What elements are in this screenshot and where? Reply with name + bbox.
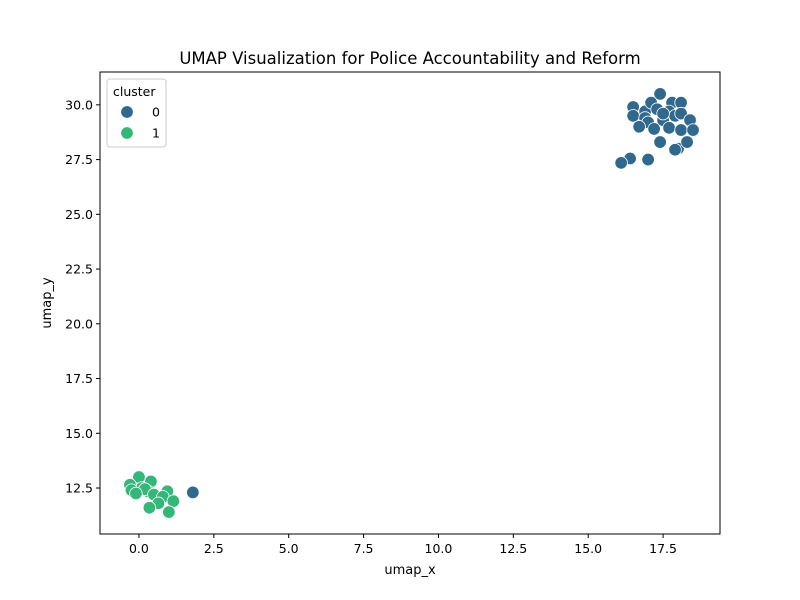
- y-tick-label: 22.5: [65, 262, 93, 277]
- x-axis-label: umap_x: [384, 563, 436, 578]
- chart-title: UMAP Visualization for Police Accountabi…: [179, 49, 640, 68]
- point-cluster-1-13: [142, 501, 157, 515]
- plot-marks: [123, 87, 700, 519]
- y-tick-label: 12.5: [65, 481, 93, 496]
- point-cluster-0-19: [686, 123, 700, 137]
- point-cluster-0-20: [653, 135, 667, 149]
- point-cluster-0-25: [641, 152, 655, 167]
- point-cluster-0-18: [674, 123, 688, 137]
- point-cluster-0-22: [668, 143, 682, 157]
- legend: cluster 0 1: [106, 78, 167, 148]
- y-tick-label: 20.0: [65, 316, 93, 331]
- x-tick-label: 17.5: [649, 541, 677, 556]
- legend-title: cluster: [113, 84, 156, 99]
- legend-marker-cluster-0: [120, 105, 134, 119]
- point-cluster-0-23: [680, 135, 694, 149]
- point-cluster-0-27: [656, 106, 670, 121]
- point-cluster-1-7: [129, 486, 143, 501]
- point-cluster-0-6: [626, 109, 640, 123]
- x-tick-label: 2.5: [204, 541, 224, 556]
- y-axis-ticks: 12.5 15.0 17.5 20.0 22.5 25.0 27.5 30.0: [65, 97, 100, 496]
- x-tick-label: 0.0: [129, 541, 149, 556]
- y-tick-label: 27.5: [65, 152, 93, 167]
- point-cluster-0-26: [614, 156, 628, 170]
- x-tick-label: 12.5: [499, 541, 527, 556]
- point-cluster-0-17: [662, 121, 676, 135]
- plot-area-frame: [99, 71, 721, 535]
- point-cluster-0-13: [674, 106, 688, 121]
- legend-marker-cluster-1: [120, 126, 134, 140]
- x-tick-label: 15.0: [574, 541, 602, 556]
- y-tick-label: 30.0: [65, 97, 93, 112]
- point-cluster-0-15: [632, 120, 646, 134]
- x-tick-label: 5.0: [279, 541, 299, 556]
- point-cluster-0-28: [186, 485, 200, 500]
- x-tick-label: 7.5: [354, 541, 374, 556]
- point-cluster-1-14: [162, 505, 176, 519]
- x-axis-ticks: 0.0 2.5 5.0 7.5 10.0 12.5 15.0 17.5: [129, 534, 677, 556]
- point-cluster-0-16: [647, 122, 661, 136]
- y-tick-label: 25.0: [65, 207, 93, 222]
- y-axis-label: umap_y: [40, 277, 55, 329]
- legend-label-cluster-1: 1: [152, 126, 160, 141]
- x-tick-label: 10.0: [425, 541, 453, 556]
- y-tick-label: 15.0: [65, 426, 93, 441]
- legend-label-cluster-0: 0: [152, 105, 160, 120]
- y-tick-label: 17.5: [65, 371, 93, 386]
- point-cluster-0-0: [653, 87, 667, 101]
